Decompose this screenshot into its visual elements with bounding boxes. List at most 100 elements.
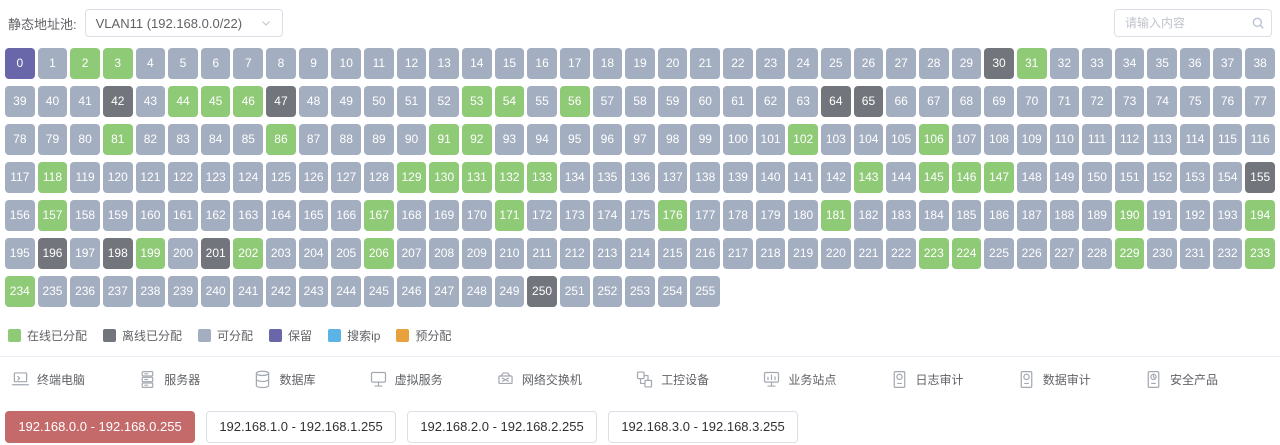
subnet-tab-2[interactable]: 192.168.1.0 - 192.168.1.255 xyxy=(206,411,396,443)
ip-cell-109[interactable]: 109 xyxy=(1016,124,1047,155)
ip-cell-219[interactable]: 219 xyxy=(788,238,819,269)
ip-cell-135[interactable]: 135 xyxy=(592,162,623,193)
ip-cell-19[interactable]: 19 xyxy=(625,48,655,79)
ip-cell-28[interactable]: 28 xyxy=(918,48,949,79)
ip-cell-39[interactable]: 39 xyxy=(5,86,35,117)
ip-cell-145[interactable]: 145 xyxy=(918,162,949,193)
ip-cell-148[interactable]: 148 xyxy=(1016,162,1047,193)
ip-cell-235[interactable]: 235 xyxy=(37,276,68,307)
ip-cell-141[interactable]: 141 xyxy=(788,162,819,193)
ip-cell-245[interactable]: 245 xyxy=(364,276,394,307)
ip-cell-188[interactable]: 188 xyxy=(1049,200,1080,231)
ip-cell-12[interactable]: 12 xyxy=(396,48,427,79)
ip-cell-50[interactable]: 50 xyxy=(364,86,394,117)
ip-cell-31[interactable]: 31 xyxy=(1016,48,1047,79)
ip-cell-134[interactable]: 134 xyxy=(559,162,590,193)
ip-cell-157[interactable]: 157 xyxy=(37,200,68,231)
device-type-3[interactable]: 数据库 xyxy=(252,369,315,390)
ip-cell-202[interactable]: 202 xyxy=(233,238,264,269)
ip-cell-176[interactable]: 176 xyxy=(657,200,688,231)
ip-cell-175[interactable]: 175 xyxy=(625,200,655,231)
ip-cell-95[interactable]: 95 xyxy=(559,124,590,155)
ip-cell-181[interactable]: 181 xyxy=(821,200,851,231)
ip-cell-58[interactable]: 58 xyxy=(625,86,655,117)
ip-cell-215[interactable]: 215 xyxy=(657,238,688,269)
ip-cell-206[interactable]: 206 xyxy=(364,238,394,269)
ip-cell-184[interactable]: 184 xyxy=(918,200,949,231)
ip-cell-161[interactable]: 161 xyxy=(168,200,198,231)
ip-cell-70[interactable]: 70 xyxy=(1016,86,1047,117)
ip-cell-150[interactable]: 150 xyxy=(1082,162,1112,193)
ip-cell-62[interactable]: 62 xyxy=(755,86,786,117)
ip-cell-185[interactable]: 185 xyxy=(951,200,982,231)
subnet-tab-1[interactable]: 192.168.0.0 - 192.168.0.255 xyxy=(5,411,195,443)
ip-cell-38[interactable]: 38 xyxy=(1245,48,1275,79)
ip-cell-67[interactable]: 67 xyxy=(918,86,949,117)
ip-cell-213[interactable]: 213 xyxy=(592,238,623,269)
ip-cell-180[interactable]: 180 xyxy=(788,200,819,231)
ip-cell-6[interactable]: 6 xyxy=(200,48,231,79)
ip-cell-4[interactable]: 4 xyxy=(135,48,166,79)
ip-cell-34[interactable]: 34 xyxy=(1114,48,1145,79)
ip-cell-105[interactable]: 105 xyxy=(886,124,916,155)
ip-cell-216[interactable]: 216 xyxy=(690,238,721,269)
ip-cell-159[interactable]: 159 xyxy=(102,200,133,231)
device-type-1[interactable]: 终端电脑 xyxy=(10,369,85,390)
search-input[interactable] xyxy=(1114,9,1272,37)
ip-cell-66[interactable]: 66 xyxy=(886,86,916,117)
ip-cell-158[interactable]: 158 xyxy=(70,200,100,231)
ip-cell-154[interactable]: 154 xyxy=(1212,162,1243,193)
ip-cell-162[interactable]: 162 xyxy=(200,200,231,231)
ip-cell-103[interactable]: 103 xyxy=(821,124,851,155)
ip-cell-224[interactable]: 224 xyxy=(951,238,982,269)
ip-cell-73[interactable]: 73 xyxy=(1114,86,1145,117)
ip-cell-193[interactable]: 193 xyxy=(1212,200,1243,231)
ip-cell-112[interactable]: 112 xyxy=(1114,124,1145,155)
ip-cell-183[interactable]: 183 xyxy=(886,200,916,231)
ip-cell-84[interactable]: 84 xyxy=(200,124,231,155)
ip-cell-212[interactable]: 212 xyxy=(559,238,590,269)
ip-cell-253[interactable]: 253 xyxy=(625,276,655,307)
ip-cell-9[interactable]: 9 xyxy=(298,48,329,79)
ip-cell-47[interactable]: 47 xyxy=(266,86,296,117)
ip-cell-117[interactable]: 117 xyxy=(5,162,35,193)
ip-cell-99[interactable]: 99 xyxy=(690,124,721,155)
device-type-5[interactable]: 网络交换机 xyxy=(495,369,582,390)
ip-cell-46[interactable]: 46 xyxy=(233,86,264,117)
ip-cell-249[interactable]: 249 xyxy=(494,276,525,307)
ip-cell-10[interactable]: 10 xyxy=(331,48,362,79)
ip-cell-246[interactable]: 246 xyxy=(396,276,427,307)
ip-cell-57[interactable]: 57 xyxy=(592,86,623,117)
ip-cell-156[interactable]: 156 xyxy=(5,200,35,231)
ip-cell-236[interactable]: 236 xyxy=(70,276,100,307)
ip-cell-115[interactable]: 115 xyxy=(1212,124,1243,155)
ip-cell-194[interactable]: 194 xyxy=(1245,200,1275,231)
ip-cell-247[interactable]: 247 xyxy=(429,276,459,307)
ip-cell-187[interactable]: 187 xyxy=(1016,200,1047,231)
ip-cell-0[interactable]: 0 xyxy=(5,48,35,79)
ip-cell-126[interactable]: 126 xyxy=(298,162,329,193)
ip-cell-151[interactable]: 151 xyxy=(1114,162,1145,193)
ip-cell-18[interactable]: 18 xyxy=(592,48,623,79)
ip-cell-160[interactable]: 160 xyxy=(135,200,166,231)
ip-cell-127[interactable]: 127 xyxy=(331,162,362,193)
ip-cell-14[interactable]: 14 xyxy=(461,48,492,79)
ip-cell-65[interactable]: 65 xyxy=(853,86,884,117)
ip-cell-244[interactable]: 244 xyxy=(331,276,362,307)
ip-cell-89[interactable]: 89 xyxy=(364,124,394,155)
ip-cell-168[interactable]: 168 xyxy=(396,200,427,231)
ip-cell-1[interactable]: 1 xyxy=(37,48,68,79)
ip-cell-242[interactable]: 242 xyxy=(266,276,296,307)
ip-cell-238[interactable]: 238 xyxy=(135,276,166,307)
ip-cell-74[interactable]: 74 xyxy=(1147,86,1178,117)
ip-cell-186[interactable]: 186 xyxy=(984,200,1014,231)
subnet-tab-3[interactable]: 192.168.2.0 - 192.168.2.255 xyxy=(407,411,597,443)
ip-cell-251[interactable]: 251 xyxy=(559,276,590,307)
ip-cell-29[interactable]: 29 xyxy=(951,48,982,79)
search-icon[interactable] xyxy=(1250,15,1266,36)
ip-cell-228[interactable]: 228 xyxy=(1082,238,1112,269)
ip-cell-63[interactable]: 63 xyxy=(788,86,819,117)
ip-cell-221[interactable]: 221 xyxy=(853,238,884,269)
ip-cell-254[interactable]: 254 xyxy=(657,276,688,307)
ip-cell-164[interactable]: 164 xyxy=(266,200,296,231)
